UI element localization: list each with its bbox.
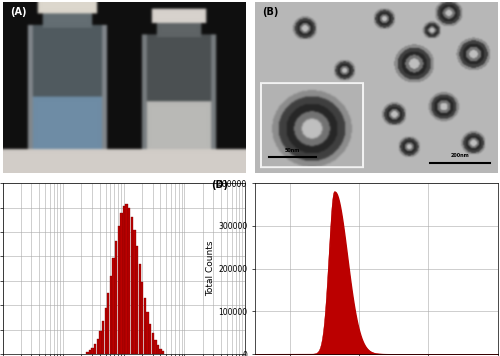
Bar	[96, 339, 99, 354]
Bar	[112, 258, 114, 354]
Bar	[94, 344, 96, 354]
Bar	[157, 345, 159, 354]
Bar	[100, 331, 102, 354]
Bar	[138, 264, 141, 354]
Bar	[146, 312, 148, 354]
Bar	[123, 206, 125, 354]
Bar	[126, 204, 128, 354]
Bar	[86, 352, 88, 354]
Text: (A): (A)	[10, 7, 26, 17]
Bar	[134, 230, 136, 354]
Bar	[136, 246, 138, 354]
Text: (D): (D)	[211, 180, 228, 190]
Bar	[107, 293, 110, 354]
Bar	[128, 208, 130, 354]
Bar	[141, 282, 144, 354]
Text: 200nm: 200nm	[450, 153, 469, 158]
Text: 50nm: 50nm	[285, 148, 300, 153]
Bar	[120, 214, 122, 354]
Bar	[152, 334, 154, 354]
Bar	[130, 217, 133, 354]
Bar	[102, 321, 104, 354]
Bar	[115, 241, 117, 354]
Bar	[92, 348, 94, 354]
Bar	[160, 349, 162, 354]
Bar	[154, 340, 156, 354]
Bar	[110, 276, 112, 354]
Bar	[89, 350, 91, 354]
Text: (B): (B)	[262, 7, 278, 17]
Bar	[104, 308, 107, 354]
Bar	[162, 351, 164, 354]
Bar	[144, 298, 146, 354]
Y-axis label: Total Counts: Total Counts	[206, 241, 215, 297]
Bar	[118, 226, 120, 354]
Bar	[149, 324, 152, 354]
